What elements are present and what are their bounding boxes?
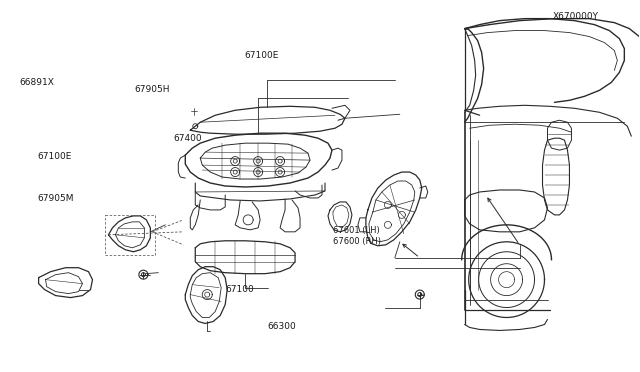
Text: 67100E: 67100E: [38, 152, 72, 161]
Text: 67601 (LH): 67601 (LH): [333, 226, 380, 235]
Text: 67905M: 67905M: [38, 195, 74, 203]
Text: 67600 (RH): 67600 (RH): [333, 237, 381, 246]
Text: 67100: 67100: [225, 285, 254, 294]
Text: 67905H: 67905H: [135, 85, 170, 94]
Text: X670000Y: X670000Y: [552, 12, 598, 21]
Text: 66300: 66300: [268, 322, 296, 331]
Text: 67400: 67400: [173, 134, 202, 143]
Text: 66891X: 66891X: [20, 78, 55, 87]
Text: 67100E: 67100E: [244, 51, 279, 60]
